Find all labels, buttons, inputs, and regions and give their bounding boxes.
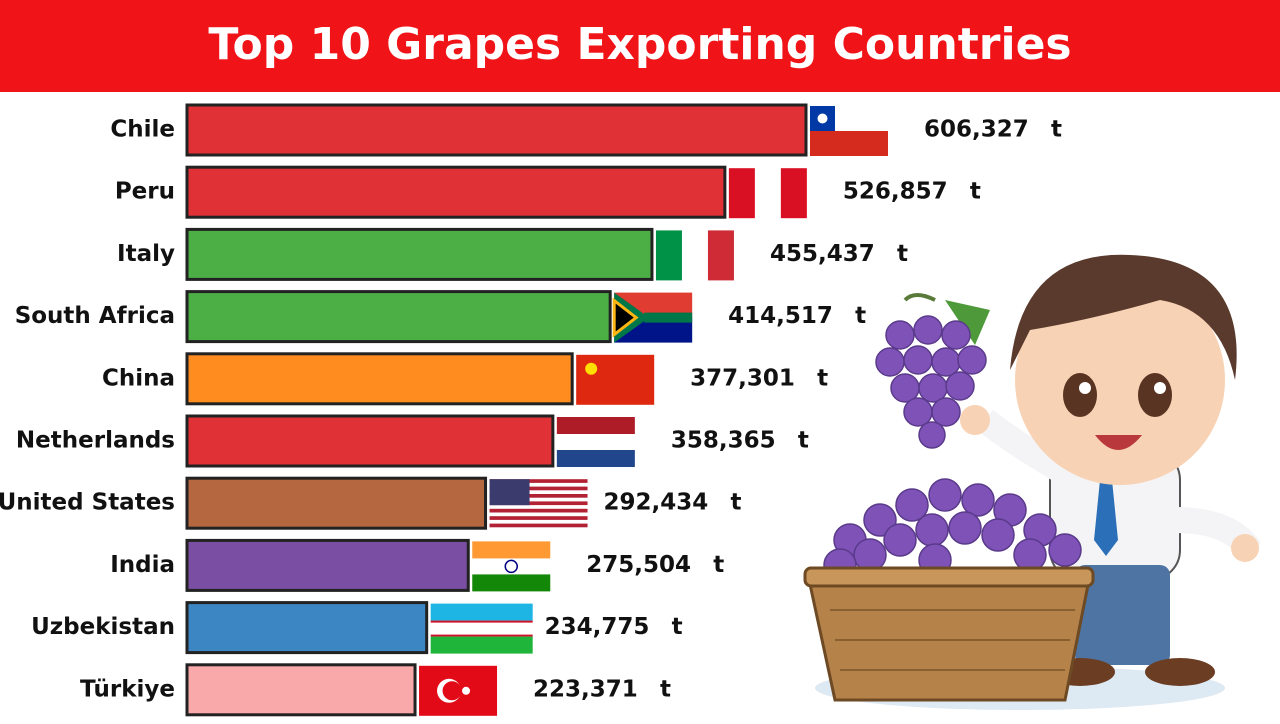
unit-label: t — [897, 241, 908, 267]
flag-group — [655, 230, 734, 281]
flag — [430, 636, 533, 654]
flag — [489, 479, 530, 506]
illustration — [803, 254, 1261, 710]
flag — [489, 494, 588, 498]
value-label: 606,327 — [924, 117, 1029, 143]
unit-label: t — [672, 614, 683, 640]
value-label: 414,517 — [728, 303, 833, 329]
flag — [430, 620, 533, 623]
category-label: China — [102, 365, 175, 391]
flag-group — [576, 354, 655, 405]
flag — [810, 131, 888, 156]
chart-title: Top 10 Grapes Exporting Countries — [208, 19, 1071, 70]
flag-group — [489, 479, 588, 528]
flag — [556, 417, 635, 434]
flag — [585, 362, 598, 375]
title-bar — [0, 0, 1280, 92]
flag — [576, 354, 655, 405]
category-label: United States — [0, 490, 175, 516]
category-label: Peru — [115, 179, 175, 205]
bar — [185, 103, 808, 157]
flag — [504, 559, 519, 574]
flag — [780, 168, 807, 219]
bar — [185, 601, 429, 655]
unit-label: t — [731, 490, 742, 516]
flag — [489, 501, 588, 506]
flag — [462, 686, 471, 695]
flag — [707, 230, 734, 281]
value-label: 275,504 — [586, 552, 691, 578]
flag-group — [810, 106, 888, 156]
flag-group — [612, 292, 693, 343]
bar — [185, 165, 727, 219]
category-label: Uzbekistan — [31, 614, 175, 640]
bar — [185, 476, 488, 530]
flag — [489, 486, 588, 491]
unit-label: t — [660, 676, 671, 702]
flag — [655, 230, 682, 281]
bar — [185, 227, 654, 281]
flag — [472, 541, 551, 559]
unit-label: t — [970, 179, 981, 205]
category-label: India — [110, 552, 175, 578]
flag — [430, 603, 533, 621]
unit-label: t — [713, 552, 724, 578]
flag — [728, 168, 755, 219]
category-label: Italy — [117, 241, 175, 267]
flag — [489, 479, 588, 483]
unit-label: t — [855, 303, 866, 329]
category-label: Türkiye — [80, 676, 175, 702]
bar — [185, 290, 612, 344]
unit-label: t — [798, 428, 809, 454]
flag — [817, 113, 828, 124]
value-label: 526,857 — [843, 179, 948, 205]
flag-group — [556, 417, 635, 467]
bar — [185, 352, 574, 406]
value-label: 223,371 — [533, 676, 638, 702]
category-label: Netherlands — [16, 428, 175, 454]
flag — [644, 312, 693, 323]
category-label: Chile — [110, 117, 175, 143]
flag — [489, 516, 588, 520]
flag-group — [472, 541, 551, 592]
flag — [430, 634, 533, 637]
flag — [489, 508, 588, 513]
flag — [556, 450, 635, 467]
bar — [185, 663, 417, 717]
value-label: 358,365 — [671, 428, 776, 454]
value-label: 455,437 — [770, 241, 875, 267]
unit-label: t — [1051, 117, 1062, 143]
flag-group — [419, 665, 498, 716]
bar — [185, 538, 470, 592]
value-label: 234,775 — [545, 614, 650, 640]
flag-group — [430, 603, 533, 654]
unit-label: t — [817, 365, 828, 391]
value-label: 377,301 — [690, 365, 795, 391]
flag-group — [728, 168, 807, 219]
flag — [442, 681, 462, 701]
value-label: 292,434 — [604, 490, 709, 516]
flag — [612, 297, 639, 338]
flag — [472, 574, 551, 592]
category-label: South Africa — [15, 303, 175, 329]
flag — [489, 523, 588, 528]
bar — [185, 414, 555, 468]
